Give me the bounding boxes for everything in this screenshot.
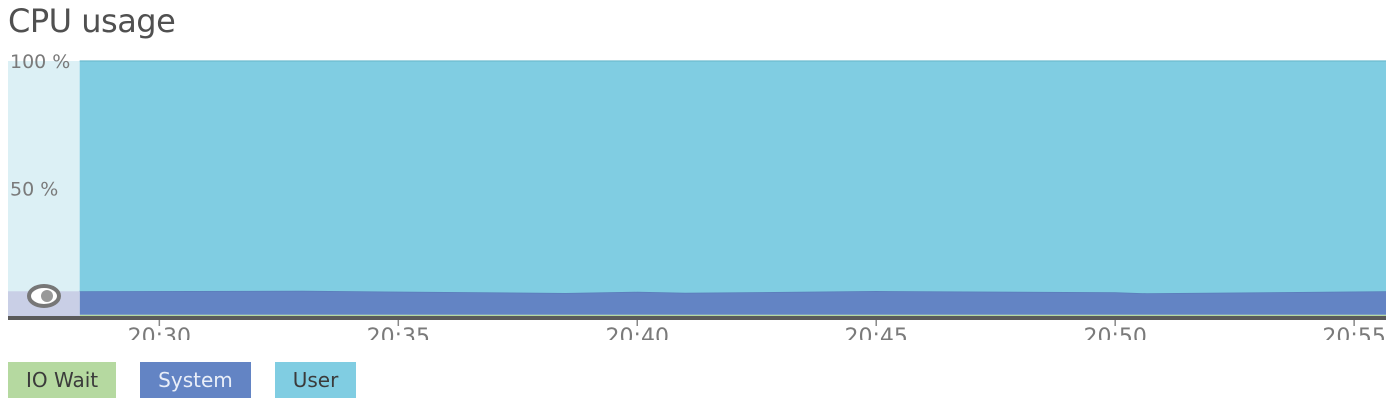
x-tick-label: 20:50 <box>1083 325 1146 340</box>
selection-brush <box>8 61 80 316</box>
area-user <box>79 61 1386 294</box>
x-tick-label: 20:40 <box>606 325 669 340</box>
y-tick-label: 50 % <box>10 179 58 201</box>
legend-system[interactable]: System <box>140 362 251 398</box>
y-tick-label: 100 % <box>10 51 70 73</box>
x-axis-line <box>8 316 1386 320</box>
chart-title: CPU usage <box>8 2 176 40</box>
brush-handle-grip <box>41 290 53 302</box>
legend-user[interactable]: User <box>274 362 357 398</box>
x-tick-label: 20:30 <box>128 325 191 340</box>
x-tick-label: 20:45 <box>845 325 908 340</box>
area-io-wait <box>79 314 1386 316</box>
x-tick-label: 20:55 <box>1322 325 1385 340</box>
x-tick-label: 20:35 <box>367 325 430 340</box>
legend-io-wait[interactable]: IO Wait <box>8 362 117 398</box>
area-system <box>79 290 1386 315</box>
legend: IO Wait System User <box>8 362 357 398</box>
cpu-usage-chart: 100 % 50 % 20:30 20:35 20:40 20:45 20:50 20:55 <box>8 51 1387 350</box>
chart-svg: 100 % 50 % 20:30 20:35 20:40 20:45 20:50 20:55 <box>8 51 1387 350</box>
